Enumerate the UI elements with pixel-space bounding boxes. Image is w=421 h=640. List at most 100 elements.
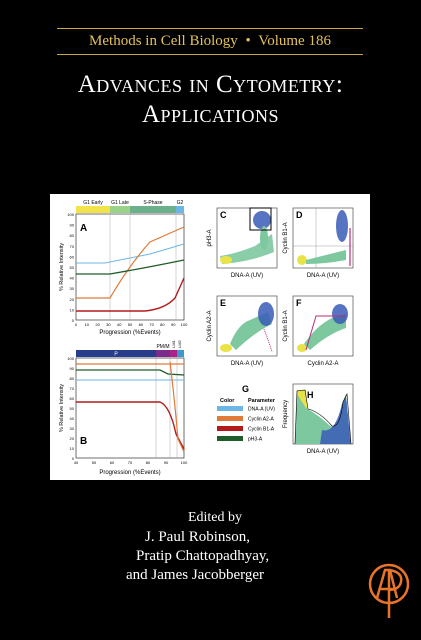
panel-a-ytick-1: 90 — [70, 223, 75, 228]
panel-a-xtick-8: 80 — [160, 322, 165, 327]
legend-param-0: DNA-A (UV) — [248, 407, 275, 413]
panel-b: P PM/M LM1 LM2 B Progression (%Events) %… — [59, 339, 188, 476]
panel-letter-b: B — [80, 436, 87, 447]
editor-name-3: and James Jacobberger — [126, 567, 265, 583]
legend-swatch-2 — [217, 426, 243, 431]
legend-param-2: Cyclin B1-A — [248, 427, 275, 433]
panel-f-ylabel: Cyclin B1-A — [283, 310, 289, 341]
panel-a-ytick-8: 20 — [70, 297, 75, 302]
panel-a-ytick-10: 0 — [72, 318, 75, 323]
phase-label-a-0: G1 Early — [83, 200, 103, 206]
panel-b-xtick-0: 40 — [74, 460, 79, 465]
panel-a-ylabel: % Relative Intensity — [59, 243, 65, 292]
panel-letter-g: G — [242, 384, 249, 394]
panel-a-ytick-7: 30 — [70, 286, 75, 291]
panel-a-xtick-7: 70 — [149, 322, 154, 327]
panel-a-ytick-9: 10 — [70, 307, 75, 312]
panel-a-ytick-6: 40 — [70, 276, 75, 281]
legend-col-color: Color — [220, 398, 235, 404]
panel-a-xtick-1: 10 — [85, 322, 90, 327]
panel-a-ytick-3: 70 — [70, 244, 75, 249]
panel-b-ytick-10: 0 — [72, 456, 75, 461]
book-title-line1: Advances in Cytometry: — [77, 71, 344, 98]
editor-name-2: Pratip Chattopadhyay, — [136, 548, 270, 564]
panel-b-ytick-6: 40 — [70, 416, 75, 421]
book-title-line2: Applications — [141, 101, 280, 128]
panel-c-ylabel: pH3-A — [207, 229, 213, 246]
phase-label-b-2: LM1 — [171, 339, 176, 348]
phase-label-a-3: G2 — [177, 200, 184, 206]
panel-letter-h: H — [307, 390, 314, 400]
panel-a: G1 Early G1 Late S-Phase G2 A Progressio… — [59, 200, 188, 336]
panel-b-xtick-5: 90 — [164, 460, 169, 465]
panel-a-xtick-9: 90 — [171, 322, 176, 327]
panel-letter-d: D — [296, 210, 303, 220]
series-volume: Volume 186 — [258, 33, 331, 49]
panel-a-xtick-5: 50 — [128, 322, 133, 327]
phase-label-b-1: PM/M — [156, 344, 169, 350]
panel-h-ylabel: Frequency — [283, 400, 289, 428]
panel-letter-e: E — [220, 298, 226, 308]
panel-d-xlabel: DNA-A (UV) — [307, 273, 339, 279]
panel-e-ylabel: Cyclin A2-A — [207, 310, 213, 341]
panel-c: C DNA-A (UV) pH3-A — [207, 207, 278, 279]
panel-e-xlabel: DNA-A (UV) — [231, 361, 263, 367]
panel-b-xlabel: Progression (%Events) — [99, 470, 160, 476]
panel-b-ytick-5: 50 — [70, 406, 75, 411]
phase-label-b-0: P — [114, 352, 118, 358]
panel-a-ytick-0: 100 — [67, 212, 74, 217]
panel-b-ytick-3: 70 — [70, 386, 75, 391]
series-name: Methods in Cell Biology — [89, 33, 238, 49]
phase-label-b-3: LM2 — [177, 339, 182, 348]
panel-b-ytick-0: 100 — [67, 356, 74, 361]
panel-c-xlabel: DNA-A (UV) — [231, 273, 263, 279]
cover-figure: G1 Early G1 Late S-Phase G2 A Progressio… — [50, 194, 370, 480]
editor-name-1: J. Paul Robinson, — [145, 529, 251, 545]
panel-b-ytick-4: 60 — [70, 396, 75, 401]
panel-a-ytick-4: 60 — [70, 254, 75, 259]
panel-f: F Cyclin A2-A Cyclin B1-A — [283, 295, 354, 367]
panel-a-xtick-0: 0 — [75, 322, 78, 327]
panel-b-xtick-2: 60 — [110, 460, 115, 465]
panel-b-ytick-8: 20 — [70, 436, 75, 441]
series-bar: Methods in Cell Biology • Volume 186 — [57, 28, 363, 55]
edited-by-label: Edited by — [187, 510, 243, 525]
panel-d-ylabel: Cyclin B1-A — [283, 222, 289, 253]
panel-a-xtick-2: 20 — [95, 322, 100, 327]
legend-swatch-0 — [217, 406, 243, 411]
panel-a-xtick-4: 40 — [117, 322, 122, 327]
panel-b-ytick-7: 30 — [70, 426, 75, 431]
panel-letter-c: C — [220, 210, 227, 220]
panel-a-ytick-2: 80 — [70, 233, 75, 238]
panel-h: H DNA-A (UV) Frequency — [283, 383, 354, 455]
panel-g-legend: G Color Parameter DNA-A (UV) Cyclin A2-A… — [217, 384, 276, 443]
panel-b-ytick-2: 80 — [70, 376, 75, 381]
phase-label-a-1: G1 Late — [111, 200, 129, 206]
panel-f-xlabel: Cyclin A2-A — [307, 361, 338, 367]
series-separator: • — [245, 33, 251, 49]
phase-label-a-2: S-Phase — [143, 200, 162, 206]
panel-a-xlabel: Progression (%Events) — [99, 330, 160, 336]
panel-b-xtick-1: 50 — [92, 460, 97, 465]
panel-b-ylabel: % Relative Intensity — [59, 384, 65, 433]
panel-a-ytick-5: 50 — [70, 265, 75, 270]
panel-a-xtick-6: 60 — [139, 322, 144, 327]
panel-b-xtick-6: 100 — [181, 460, 188, 465]
panel-b-ytick-1: 90 — [70, 366, 75, 371]
panel-b-xtick-3: 70 — [128, 460, 133, 465]
legend-swatch-1 — [217, 416, 243, 421]
panel-letter-f: F — [296, 298, 302, 308]
panel-a-xtick-10: 100 — [181, 322, 188, 327]
panel-h-xlabel: DNA-A (UV) — [307, 449, 339, 455]
elsevier-ap-icon — [368, 563, 410, 618]
legend-swatch-3 — [217, 436, 243, 441]
legend-param-3: pH3-A — [248, 437, 263, 443]
panel-b-ytick-9: 10 — [70, 446, 75, 451]
panel-e: E DNA-A (UV) Cyclin A2-A — [207, 295, 278, 367]
panel-a-xtick-3: 30 — [106, 322, 111, 327]
panel-d: D DNA-A (UV) Cyclin B1-A — [283, 207, 354, 279]
panel-letter-a: A — [80, 223, 87, 234]
panel-b-xtick-4: 80 — [146, 460, 151, 465]
legend-param-1: Cyclin A2-A — [248, 417, 275, 423]
legend-col-param: Parameter — [248, 398, 276, 404]
